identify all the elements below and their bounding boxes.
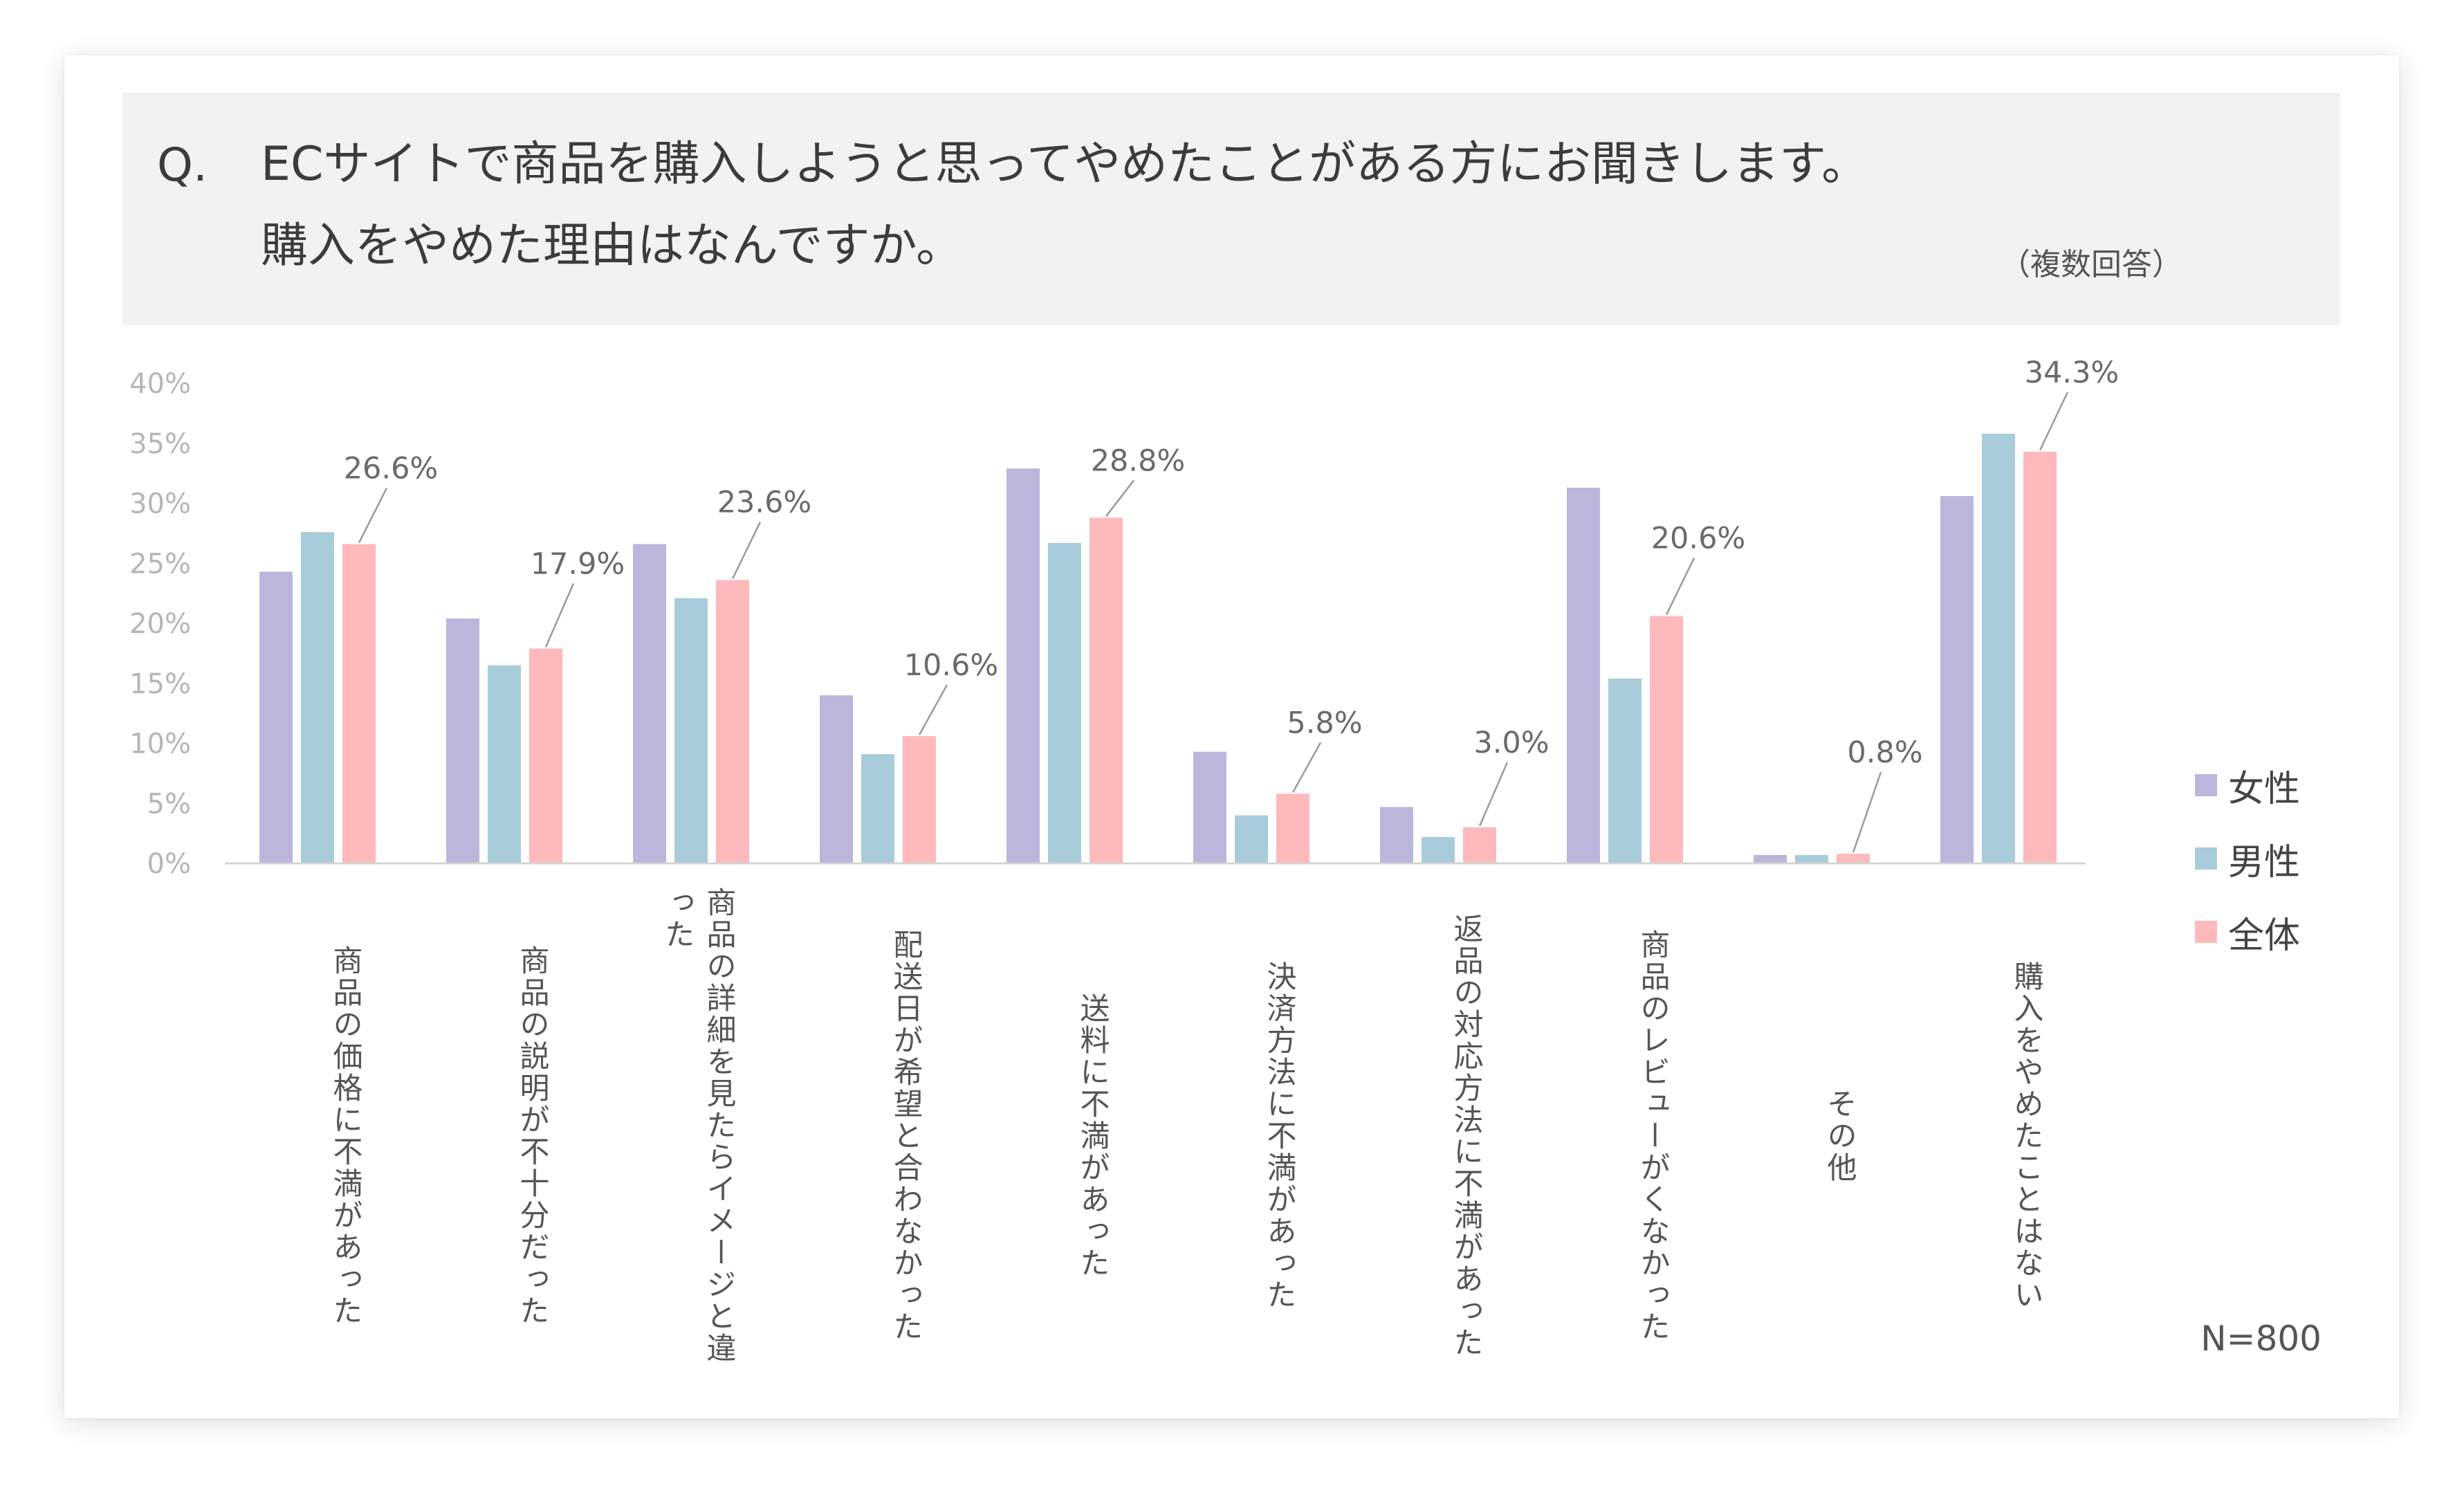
bar-total xyxy=(1276,794,1309,863)
bar-male xyxy=(1235,815,1268,863)
y-tick-label: 35% xyxy=(129,428,191,460)
bar-total xyxy=(903,736,936,863)
category-label: 商品の詳細を見たらイメージと違った xyxy=(660,887,736,1364)
category-label: 決済方法に不満があった xyxy=(1262,961,1296,1311)
bar-female xyxy=(1380,807,1413,863)
data-label: 20.6% xyxy=(1651,522,1746,556)
y-tick-label: 40% xyxy=(129,368,191,400)
bar-male xyxy=(674,598,708,863)
bar-chart: 0% 5% 10% 15% 20% 25% 30% 35% 40% 26.6% 17.9% 23.6%… xyxy=(129,356,2120,880)
legend-item-total: 全体 xyxy=(2195,911,2300,957)
data-label-leader xyxy=(358,487,388,544)
bar-male xyxy=(861,754,894,863)
y-tick-label: 5% xyxy=(147,788,191,820)
data-label: 5.8% xyxy=(1287,706,1362,740)
y-tick-label: 20% xyxy=(129,608,191,640)
question-line-1: ECサイトで商品を購入しようと思ってやめたことがある方にお聞きします。 xyxy=(261,137,1869,192)
legend-label-female: 女性 xyxy=(2228,768,2301,810)
data-label: 28.8% xyxy=(1091,443,1186,478)
bar-male xyxy=(1048,542,1081,863)
legend-item-male: 男性 xyxy=(2195,838,2300,883)
data-label-leader xyxy=(918,684,948,735)
bar-total xyxy=(716,580,749,863)
bar-female xyxy=(820,695,853,863)
legend-label-male: 男性 xyxy=(2228,841,2301,883)
data-label: 34.3% xyxy=(2025,356,2120,390)
bar-male xyxy=(1795,854,1828,863)
chart-card: Q. ECサイトで商品を購入しようと思ってやめたことがある方にお聞きします。 購… xyxy=(64,55,2399,1418)
category-label: 送料に不満があった xyxy=(1075,993,1110,1279)
bar-total xyxy=(1090,517,1123,863)
bar-male xyxy=(1422,836,1455,863)
data-label: 17.9% xyxy=(531,547,625,581)
data-label-leader xyxy=(544,583,575,648)
category-label: 商品の価格に不満があった xyxy=(328,945,362,1327)
data-label: 0.8% xyxy=(1847,735,1922,770)
question-prefix: Q. xyxy=(157,138,208,192)
legend-item-female: 女性 xyxy=(2195,764,2300,810)
sample-size-note: N=800 xyxy=(2200,1319,2322,1359)
question-header: Q. ECサイトで商品を購入しようと思ってやめたことがある方にお聞きします。 購… xyxy=(122,93,2340,325)
y-tick-label: 0% xyxy=(147,848,191,880)
bar-total xyxy=(2023,451,2057,863)
category-label: 商品のレビューがくなかった xyxy=(1635,929,1670,1343)
bar-female xyxy=(1006,468,1040,863)
bar-male xyxy=(301,532,334,863)
question-line-2: 購入をやめた理由はなんですか。 xyxy=(261,219,964,273)
data-label-leader xyxy=(1291,742,1322,793)
bar-female xyxy=(1193,751,1226,863)
bar-male xyxy=(488,665,521,863)
y-tick-label: 25% xyxy=(129,548,191,580)
data-label-leader xyxy=(1852,771,1882,853)
legend-swatch-male xyxy=(2195,847,2217,870)
bar-female xyxy=(259,571,293,863)
y-tick-label: 15% xyxy=(129,668,191,700)
data-label: 10.6% xyxy=(904,648,999,683)
category-label: 配送日が希望と合わなかった xyxy=(888,929,923,1343)
category-label: 商品の説明が不十分だった xyxy=(515,945,549,1327)
data-label-leader xyxy=(1105,479,1134,517)
data-label-leader xyxy=(2039,392,2069,451)
category-label: 購入をやめたことはない xyxy=(2009,961,2043,1311)
bar-male xyxy=(1608,678,1642,863)
category-label: 返品の対応方法に不満があった xyxy=(1449,913,1483,1359)
data-label: 26.6% xyxy=(344,451,439,486)
bar-total xyxy=(1463,827,1496,863)
data-label: 23.6% xyxy=(717,486,812,520)
legend-swatch-female xyxy=(2195,774,2217,796)
category-label: その他 xyxy=(1822,1088,1857,1184)
bar-female xyxy=(446,618,479,863)
bar-female xyxy=(1567,487,1600,863)
bar-male xyxy=(1982,433,2015,863)
bar-total xyxy=(342,544,376,863)
data-label-leader xyxy=(1478,762,1509,827)
data-label-leader xyxy=(1665,558,1695,616)
legend-label-total: 全体 xyxy=(2228,915,2301,957)
y-tick-label: 30% xyxy=(129,488,191,520)
bar-total xyxy=(1837,854,1870,863)
data-label-leader xyxy=(731,521,762,580)
y-tick-label: 10% xyxy=(129,728,191,760)
data-label: 3.0% xyxy=(1473,726,1549,760)
legend-swatch-total xyxy=(2195,921,2217,943)
bar-female xyxy=(1754,854,1787,863)
bar-total xyxy=(1650,616,1683,863)
bar-female xyxy=(633,544,666,863)
bar-female xyxy=(1940,496,1974,863)
multiple-answer-note: （複数回答） xyxy=(2000,247,2182,282)
bar-total xyxy=(529,648,562,863)
